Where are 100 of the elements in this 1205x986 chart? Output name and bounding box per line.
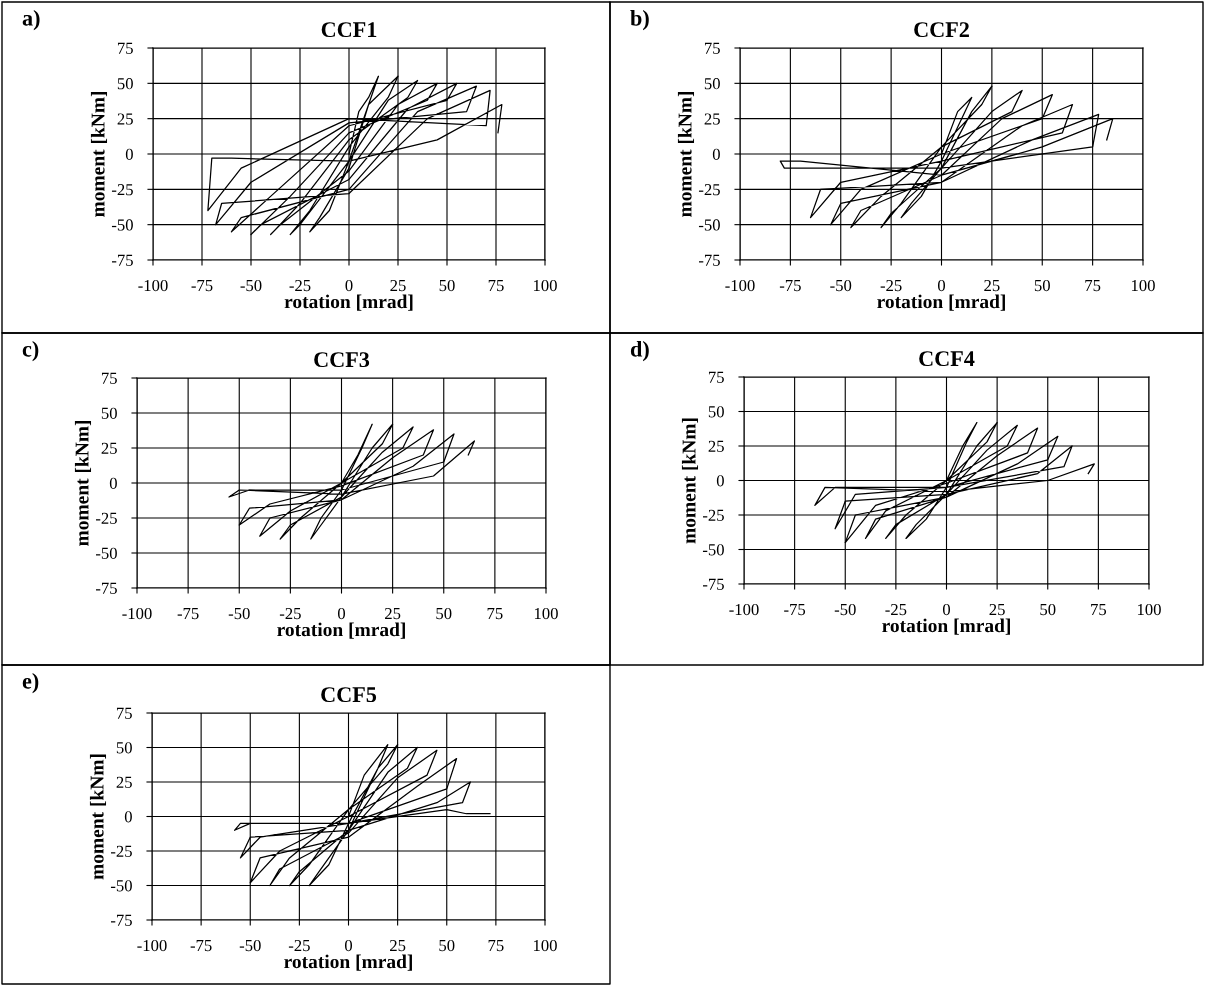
y-tick-label: 75: [116, 707, 132, 719]
x-tick-label: -25: [885, 603, 907, 616]
y-tick-label: 25: [101, 442, 117, 454]
x-tick-label: -50: [830, 279, 852, 292]
x-tick-label: -100: [122, 607, 152, 620]
chart-title: CCF2: [914, 22, 969, 38]
y-tick-label: 50: [708, 406, 724, 418]
y-axis-title: moment [kNm]: [89, 754, 107, 880]
y-tick-label: -75: [95, 582, 117, 594]
x-tick-label: -50: [240, 279, 262, 292]
y-tick-label: -50: [111, 219, 133, 231]
x-axis-title: rotation [mrad]: [284, 954, 412, 971]
x-tick-label: -100: [729, 603, 759, 616]
x-tick-label: 100: [1131, 279, 1155, 292]
chart-title: CCF4: [919, 351, 975, 367]
x-tick-label: 0: [345, 279, 353, 292]
y-tick-label: -75: [111, 254, 133, 266]
y-tick-label: 25: [117, 113, 133, 125]
x-tick-label: 25: [390, 279, 406, 292]
x-tick-label: 100: [534, 607, 558, 620]
x-tick-label: -25: [880, 279, 902, 292]
y-tick-label: 50: [117, 78, 133, 90]
y-tick-label: -25: [111, 184, 133, 196]
x-tick-label: -100: [725, 279, 755, 292]
x-tick-label: -50: [228, 607, 250, 620]
x-axis-title: rotation [mrad]: [277, 622, 405, 639]
y-tick-label: 0: [124, 811, 132, 823]
y-tick-label: 0: [109, 477, 117, 489]
x-tick-label: -75: [784, 604, 806, 616]
x-tick-label: 0: [937, 279, 946, 292]
y-axis-title: moment [kNm]: [74, 420, 92, 546]
y-tick-label: -50: [110, 880, 132, 892]
x-tick-label: 100: [533, 279, 557, 292]
x-axis-title: rotation [mrad]: [284, 294, 413, 311]
x-tick-label: -75: [191, 280, 213, 292]
x-axis-title: rotation [mrad]: [877, 294, 1005, 311]
x-tick-label: 25: [984, 279, 1000, 292]
x-tick-label: 100: [1137, 603, 1161, 616]
x-tick-label: 75: [488, 940, 504, 952]
y-tick-label: -50: [702, 544, 724, 556]
x-tick-label: 75: [1091, 604, 1107, 616]
y-tick-label: 75: [708, 371, 724, 383]
text: a): [22, 10, 40, 31]
chart-title: CCF5: [321, 687, 377, 703]
x-tick-label: -50: [834, 603, 856, 616]
x-tick-label: -75: [177, 608, 199, 620]
y-tick-label: -25: [110, 845, 132, 857]
y-tick-label: 0: [125, 148, 133, 160]
y-tick-label: 75: [101, 372, 117, 384]
x-tick-label: -100: [137, 939, 167, 952]
y-axis-title: moment [kNm]: [90, 91, 108, 217]
y-tick-label: 50: [116, 742, 132, 754]
x-tick-label: -25: [288, 939, 310, 952]
x-tick-label: 75: [487, 608, 503, 620]
y-tick-label: 25: [708, 440, 724, 452]
y-tick-label: 50: [704, 78, 720, 90]
x-axis-title: rotation [mrad]: [882, 618, 1010, 635]
x-tick-label: 25: [385, 607, 401, 620]
x-tick-label: 50: [1034, 279, 1050, 292]
y-tick-label: 25: [116, 776, 132, 788]
y-tick-label: -25: [95, 512, 117, 524]
x-tick-label: -25: [289, 279, 311, 292]
y-tick-label: -75: [702, 578, 724, 590]
x-tick-label: 0: [344, 939, 353, 952]
y-axis-title: moment [kNm]: [681, 418, 699, 544]
x-tick-label: -50: [239, 939, 261, 952]
x-tick-label: 75: [488, 280, 504, 292]
x-tick-label: 75: [1085, 280, 1101, 292]
y-axis-title: moment [kNm]: [677, 91, 695, 217]
x-tick-label: -100: [138, 279, 168, 292]
text: d): [630, 341, 649, 362]
y-tick-label: 0: [712, 148, 720, 160]
text: b): [630, 10, 649, 31]
y-tick-label: -75: [110, 914, 132, 926]
y-tick-label: 75: [704, 42, 720, 54]
y-tick-label: -25: [698, 184, 720, 196]
y-tick-label: -25: [702, 509, 724, 521]
x-tick-label: -25: [279, 607, 301, 620]
x-tick-label: -75: [779, 280, 801, 292]
chart-title: CCF3: [314, 352, 370, 368]
text: c): [22, 341, 39, 362]
y-tick-label: 50: [101, 407, 117, 419]
text: e): [22, 673, 39, 694]
y-tick-label: -75: [698, 254, 720, 266]
y-tick-label: 75: [117, 42, 133, 54]
x-tick-label: 0: [942, 603, 951, 616]
x-tick-label: 25: [390, 939, 406, 952]
x-tick-label: 50: [1040, 603, 1056, 616]
x-tick-label: 0: [337, 607, 346, 620]
x-tick-label: -75: [190, 940, 212, 952]
x-tick-label: 50: [439, 279, 455, 292]
x-tick-label: 50: [436, 607, 452, 620]
y-tick-label: 0: [716, 475, 724, 487]
x-tick-label: 50: [439, 939, 455, 952]
chart-title: CCF1: [321, 22, 377, 38]
x-tick-label: 100: [533, 939, 557, 952]
x-tick-label: 25: [989, 603, 1005, 616]
y-tick-label: -50: [95, 547, 117, 559]
y-tick-label: -50: [698, 219, 720, 231]
y-tick-label: 25: [704, 113, 720, 125]
